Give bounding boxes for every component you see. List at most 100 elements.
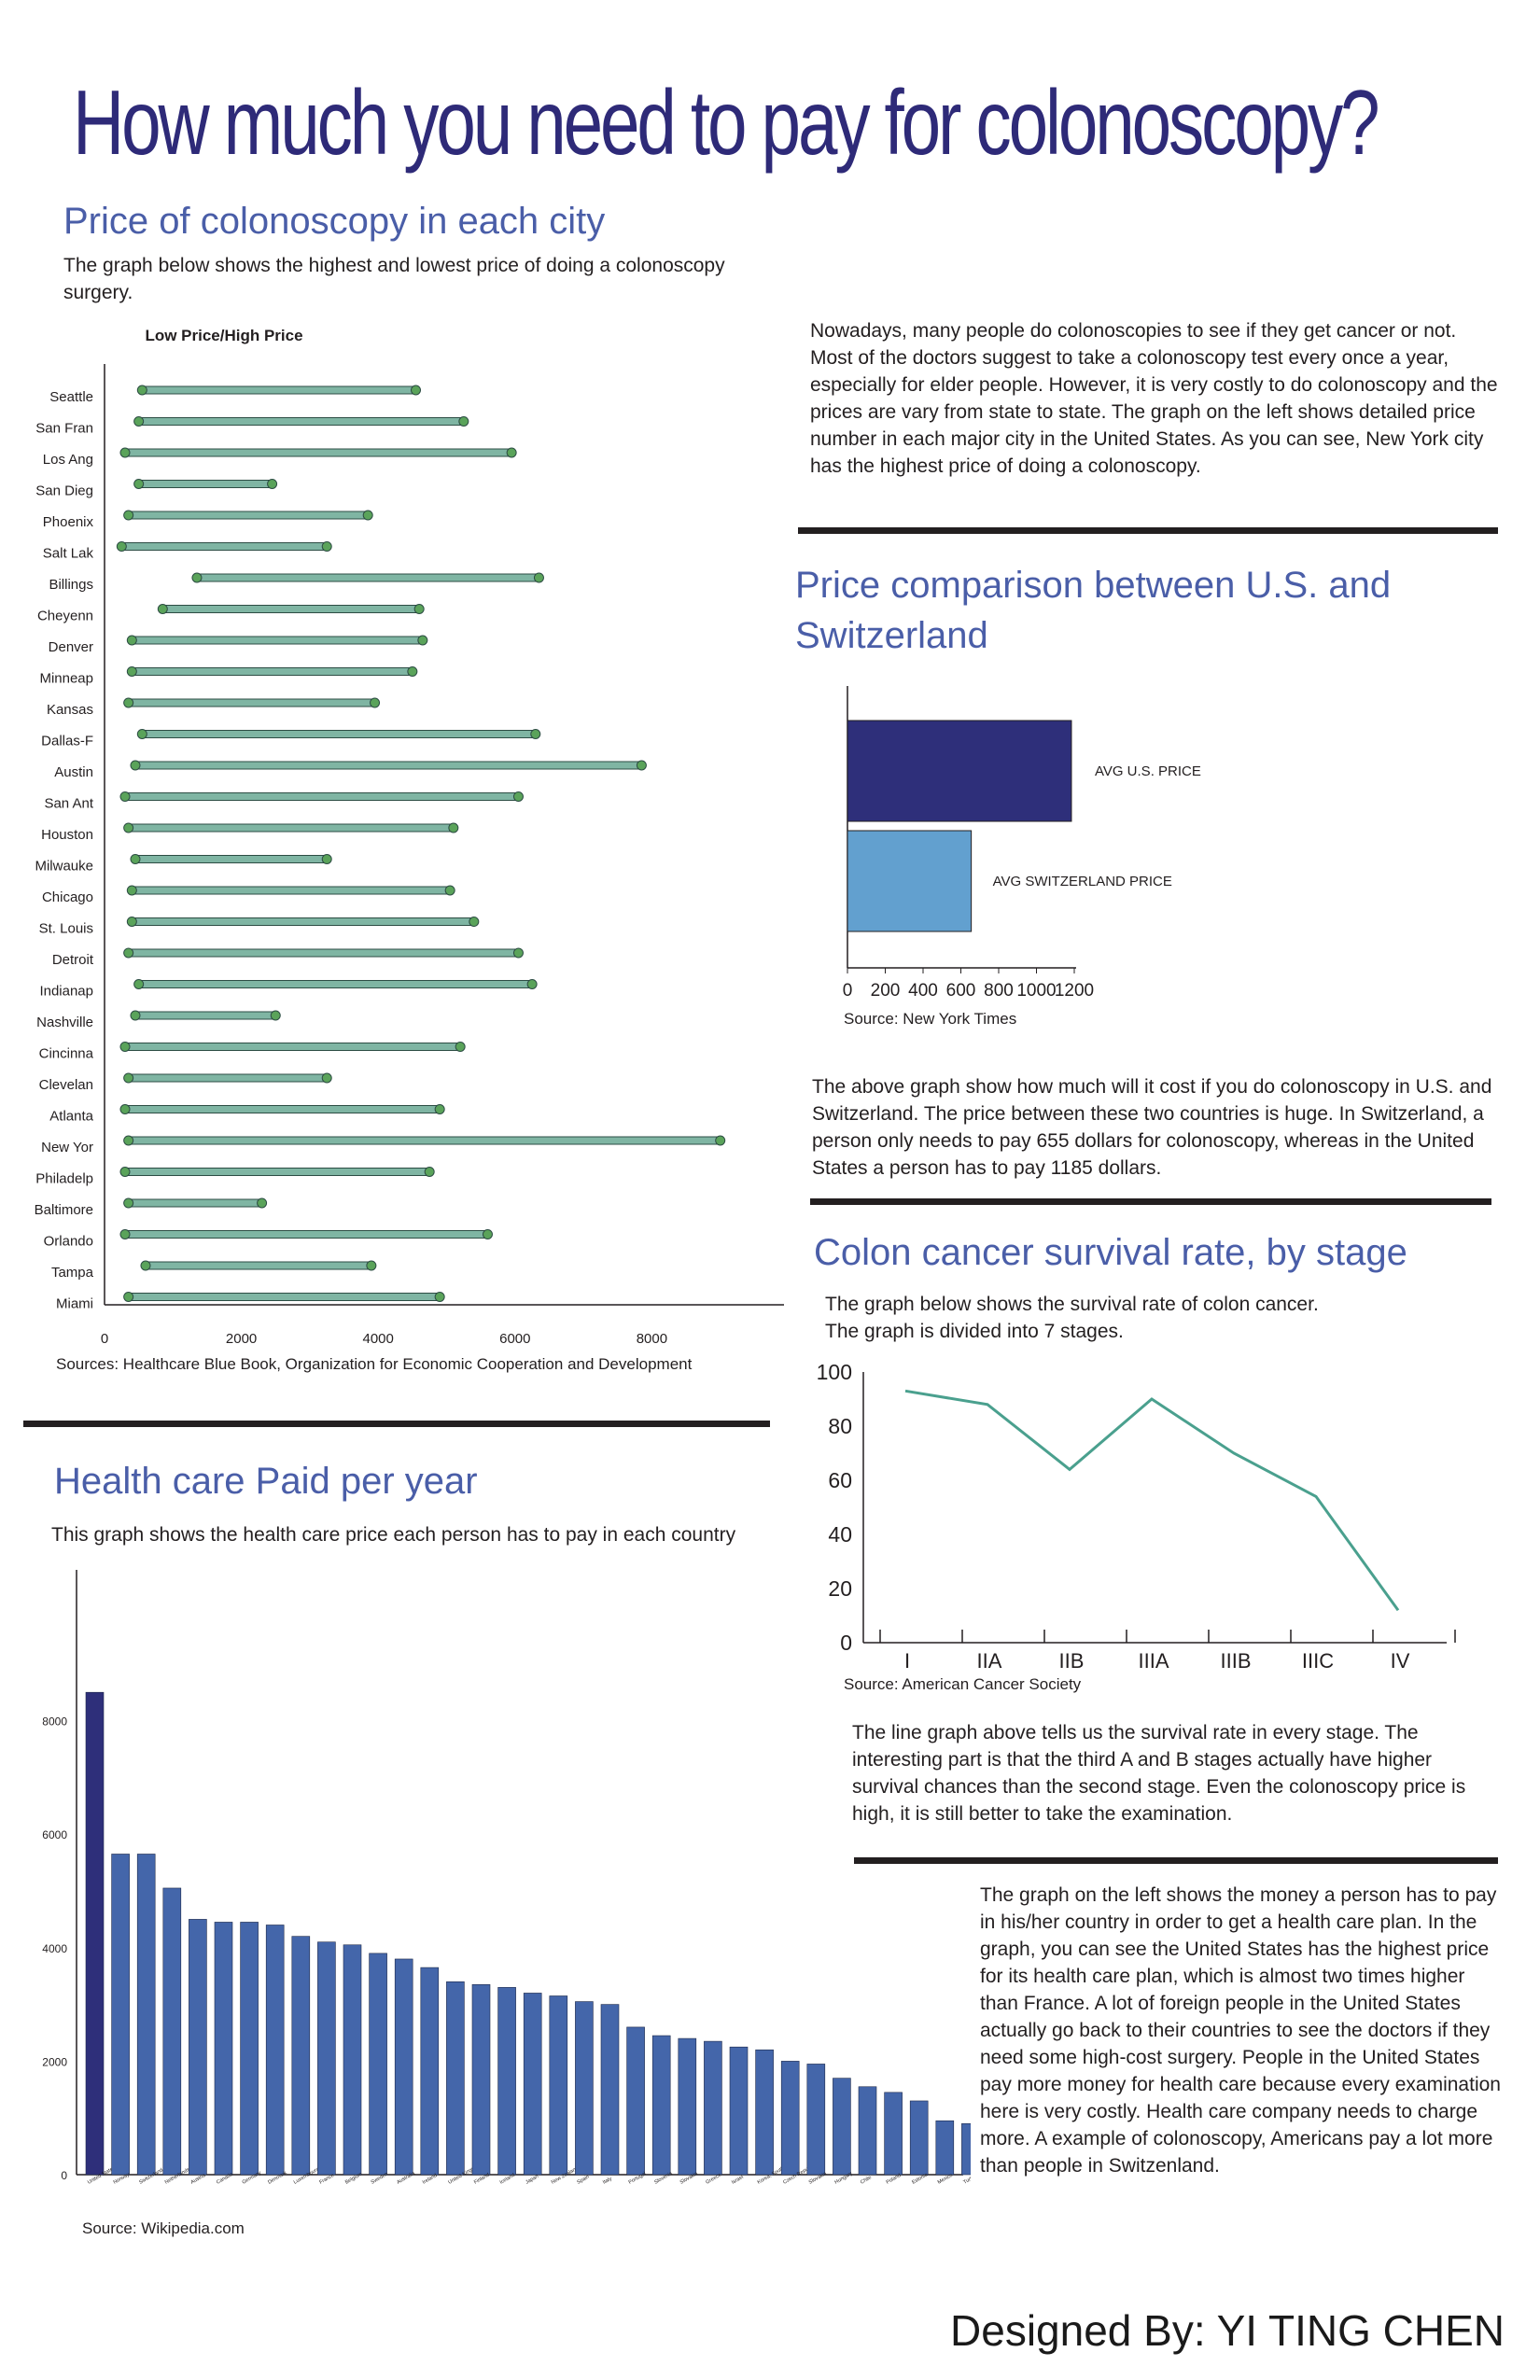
bar-label: AVG SWITZERLAND PRICE [993, 874, 1172, 889]
x-tick-label: 800 [984, 981, 1014, 999]
low-price-dot [119, 1167, 131, 1177]
bar [651, 2035, 671, 2176]
x-tick-label: 4000 [363, 1331, 394, 1347]
high-price-dot [434, 1292, 445, 1302]
category-label: Austin [54, 764, 93, 780]
low-price-dot [119, 447, 131, 458]
high-price-dot [366, 1260, 377, 1271]
range-bar [128, 698, 376, 707]
compare-chart-source: Source: New York Times [844, 1010, 1017, 1028]
range-bar [128, 1073, 328, 1083]
bar [85, 1691, 105, 2176]
x-tick-label: 200 [871, 981, 901, 999]
range-bar [124, 448, 512, 457]
category-label: Baltimore [35, 1202, 93, 1218]
bar [858, 2086, 877, 2176]
category-label: Orlando [44, 1234, 93, 1250]
bar [214, 1922, 233, 2176]
low-price-dot [123, 1197, 134, 1209]
high-price-dot [407, 666, 418, 677]
high-price-dot [482, 1229, 493, 1239]
high-price-dot [530, 729, 541, 739]
city-section-description: The graph below shows the highest and lo… [63, 255, 725, 303]
high-price-dot [424, 1167, 435, 1177]
low-price-dot [136, 729, 147, 739]
city-dumbbell-chart: Low Price/High Price Seattle San Fran Los A… [35, 327, 784, 1347]
x-tick-label: I [904, 1649, 910, 1673]
bar [575, 2001, 594, 2176]
divider [23, 1421, 770, 1427]
y-tick-label: 6000 [42, 1828, 67, 1841]
category-label: Cheyenn [37, 609, 93, 624]
range-bar [128, 948, 519, 958]
low-price-dot [119, 1104, 131, 1114]
category-label: Tampa [51, 1265, 94, 1281]
range-bar [131, 636, 424, 645]
low-price-dot [126, 917, 137, 927]
survival-line [904, 1389, 1400, 1612]
bar [600, 2004, 620, 2176]
x-tick-label: 8000 [637, 1331, 667, 1347]
range-bar [138, 480, 273, 488]
health-chart-source: Source: Wikipedia.com [82, 2219, 245, 2237]
x-tick-label: Spain [576, 2174, 590, 2185]
divider [810, 1198, 1491, 1205]
high-price-dot [321, 1072, 332, 1084]
range-bar [134, 1011, 276, 1020]
low-price-dot [140, 1260, 151, 1271]
city-section-heading: Price of colonoscopy in each city [63, 201, 606, 242]
low-price-dot [119, 1042, 131, 1052]
range-bar [138, 980, 533, 988]
x-tick-label: 2000 [226, 1331, 257, 1347]
high-price-dot [715, 1135, 726, 1146]
x-tick-label: IIA [977, 1649, 1002, 1673]
survival-description-1: The graph below shows the survival rate … [825, 1294, 1319, 1315]
bar [291, 1936, 311, 2176]
x-tick-label: IIIA [1138, 1649, 1169, 1673]
high-price-dot [526, 979, 538, 989]
x-tick-label: 6000 [499, 1331, 530, 1347]
category-label: Clevelan [39, 1077, 93, 1093]
y-tick-label: 20 [828, 1576, 852, 1601]
category-label: Chicago [42, 889, 93, 905]
range-bar [131, 917, 475, 926]
high-price-dot [444, 885, 455, 896]
bar [549, 1995, 568, 2176]
x-tick-label: Israel [731, 2175, 745, 2186]
low-price-dot [126, 666, 137, 677]
range-bar [128, 823, 455, 833]
category-label: San Dieg [35, 483, 93, 499]
bar [961, 2122, 971, 2176]
range-bar [134, 761, 642, 770]
bar [136, 1854, 156, 2176]
bar [240, 1922, 259, 2176]
high-price-dot [448, 822, 459, 833]
range-bar [145, 1261, 372, 1270]
low-price-dot [123, 510, 134, 521]
bar-label: AVG U.S. PRICE [1095, 763, 1201, 779]
x-tick-label: IIIC [1302, 1649, 1334, 1673]
high-price-dot [512, 947, 524, 959]
range-bar [128, 1198, 263, 1208]
low-price-dot [133, 416, 145, 427]
category-label: Nashville [36, 1015, 93, 1030]
divider [798, 527, 1498, 534]
range-bar [131, 886, 451, 895]
x-tick-label: Italy [602, 2176, 613, 2185]
low-price-dot [133, 479, 145, 489]
low-price-dot [130, 1010, 141, 1021]
range-bar [124, 1168, 430, 1176]
high-price-dot [455, 1042, 466, 1052]
x-tick-label: Chile [860, 2175, 873, 2185]
low-price-dot [133, 979, 145, 989]
category-label: St. Louis [39, 921, 93, 937]
city-chart-source: Sources: Healthcare Blue Book, Organizat… [56, 1355, 693, 1373]
category-label: Minneap [39, 671, 93, 687]
high-price-dot [370, 697, 381, 708]
x-tick-label: Japan [525, 2174, 539, 2186]
bar [884, 2092, 903, 2176]
low-price-dot [116, 541, 127, 552]
bar [704, 2040, 722, 2176]
range-bar [141, 385, 417, 395]
category-label: San Fran [35, 421, 93, 437]
